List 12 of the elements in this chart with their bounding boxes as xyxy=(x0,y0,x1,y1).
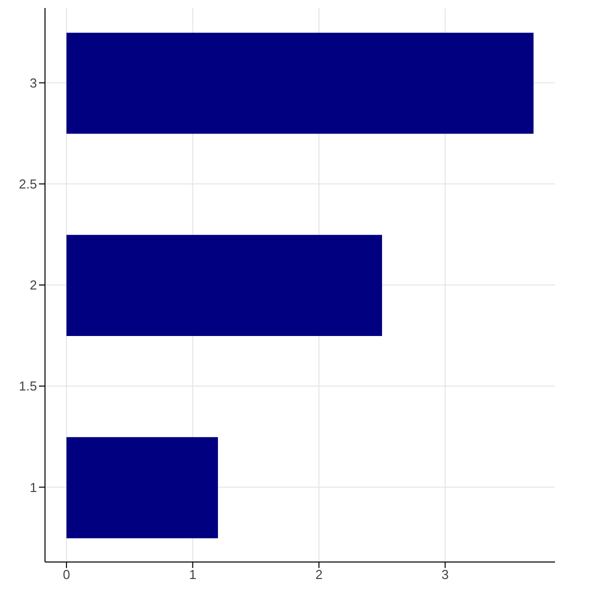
y-tick-label: 2.5 xyxy=(18,176,37,192)
y-tick-label: 1.5 xyxy=(18,378,37,394)
bar xyxy=(66,32,534,134)
x-tick-label: 3 xyxy=(442,567,449,582)
x-tick-label: 1 xyxy=(189,567,196,582)
x-tick-label: 2 xyxy=(315,567,323,582)
bar xyxy=(66,437,218,538)
x-tick-label: 0 xyxy=(62,567,70,582)
y-tick-label: 1 xyxy=(30,480,37,495)
y-tick-label: 2 xyxy=(30,278,37,293)
bar xyxy=(66,234,382,336)
y-tick-label: 3 xyxy=(30,75,37,90)
